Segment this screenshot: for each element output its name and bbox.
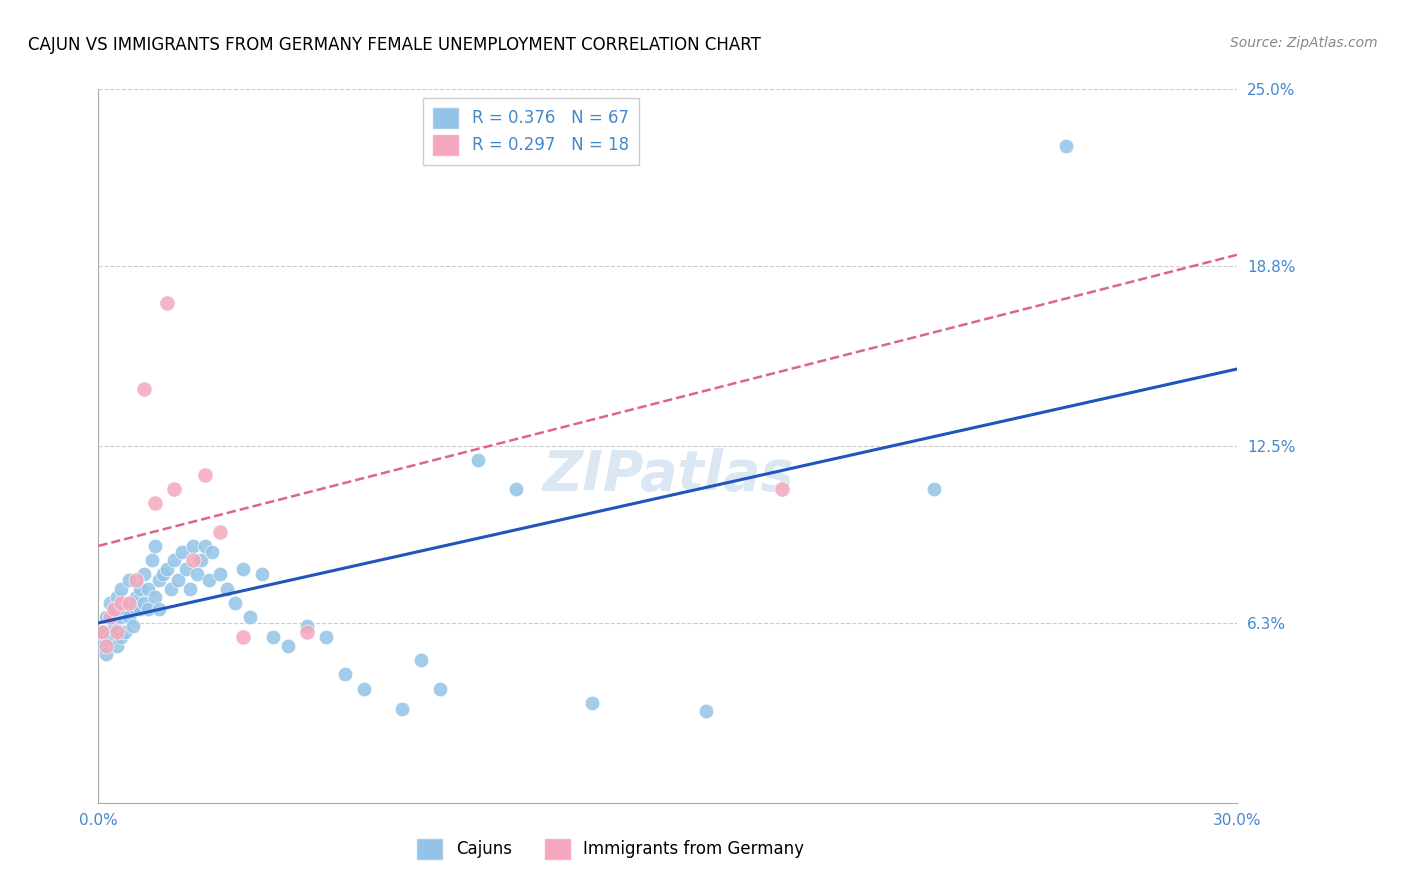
Point	[197, 573, 219, 587]
Point	[132, 596, 155, 610]
Point	[107, 639, 129, 653]
Point	[1056, 139, 1078, 153]
Point	[208, 567, 231, 582]
Point	[91, 639, 114, 653]
Point	[98, 596, 121, 610]
Point	[118, 573, 141, 587]
Point	[297, 619, 319, 633]
Point	[581, 696, 603, 710]
Point	[167, 573, 190, 587]
Point	[232, 630, 254, 644]
Point	[136, 582, 159, 596]
Point	[103, 601, 125, 615]
Point	[107, 591, 129, 605]
Point	[353, 681, 375, 696]
Point	[262, 630, 284, 644]
Point	[232, 562, 254, 576]
Point	[125, 601, 148, 615]
Point	[145, 496, 167, 510]
Point	[277, 639, 299, 653]
Point	[152, 567, 174, 582]
Point	[179, 582, 201, 596]
Point	[129, 582, 152, 596]
Point	[922, 482, 945, 496]
Point	[391, 701, 413, 715]
Point	[183, 553, 205, 567]
Point	[315, 630, 337, 644]
Point	[110, 610, 132, 624]
Text: Source: ZipAtlas.com: Source: ZipAtlas.com	[1230, 36, 1378, 50]
Point	[194, 539, 217, 553]
Point	[110, 582, 132, 596]
Point	[297, 624, 319, 639]
Point	[98, 610, 121, 624]
Point	[148, 601, 170, 615]
Point	[98, 630, 121, 644]
Point	[118, 610, 141, 624]
Point	[121, 619, 143, 633]
Point	[239, 610, 262, 624]
Point	[136, 601, 159, 615]
Point	[159, 582, 181, 596]
Point	[429, 681, 451, 696]
Point	[770, 482, 793, 496]
Point	[91, 624, 114, 639]
Point	[156, 296, 179, 310]
Point	[411, 653, 433, 667]
Text: CAJUN VS IMMIGRANTS FROM GERMANY FEMALE UNEMPLOYMENT CORRELATION CHART: CAJUN VS IMMIGRANTS FROM GERMANY FEMALE …	[28, 36, 761, 54]
Point	[114, 624, 136, 639]
Point	[170, 544, 193, 558]
Point	[186, 567, 208, 582]
Point	[217, 582, 239, 596]
Point	[194, 467, 217, 482]
Point	[107, 624, 129, 639]
Point	[250, 567, 273, 582]
Point	[118, 596, 141, 610]
Point	[125, 591, 148, 605]
Point	[183, 539, 205, 553]
Point	[114, 601, 136, 615]
Point	[121, 596, 143, 610]
Point	[174, 562, 197, 576]
Point	[190, 553, 212, 567]
Point	[695, 705, 717, 719]
Point	[467, 453, 489, 467]
Point	[110, 596, 132, 610]
Point	[224, 596, 246, 610]
Point	[103, 601, 125, 615]
Point	[103, 619, 125, 633]
Text: ZIPatlas: ZIPatlas	[543, 448, 793, 501]
Point	[94, 648, 117, 662]
Point	[201, 544, 224, 558]
Point	[163, 482, 186, 496]
Point	[94, 639, 117, 653]
Point	[145, 539, 167, 553]
Point	[148, 573, 170, 587]
Point	[94, 610, 117, 624]
Point	[129, 601, 152, 615]
Point	[91, 624, 114, 639]
Point	[110, 630, 132, 644]
Point	[145, 591, 167, 605]
Point	[208, 524, 231, 539]
Point	[156, 562, 179, 576]
Point	[141, 553, 163, 567]
Point	[132, 567, 155, 582]
Point	[125, 573, 148, 587]
Legend: Cajuns, Immigrants from Germany: Cajuns, Immigrants from Germany	[411, 832, 811, 866]
Point	[163, 553, 186, 567]
Point	[335, 667, 357, 681]
Point	[505, 482, 527, 496]
Point	[132, 382, 155, 396]
